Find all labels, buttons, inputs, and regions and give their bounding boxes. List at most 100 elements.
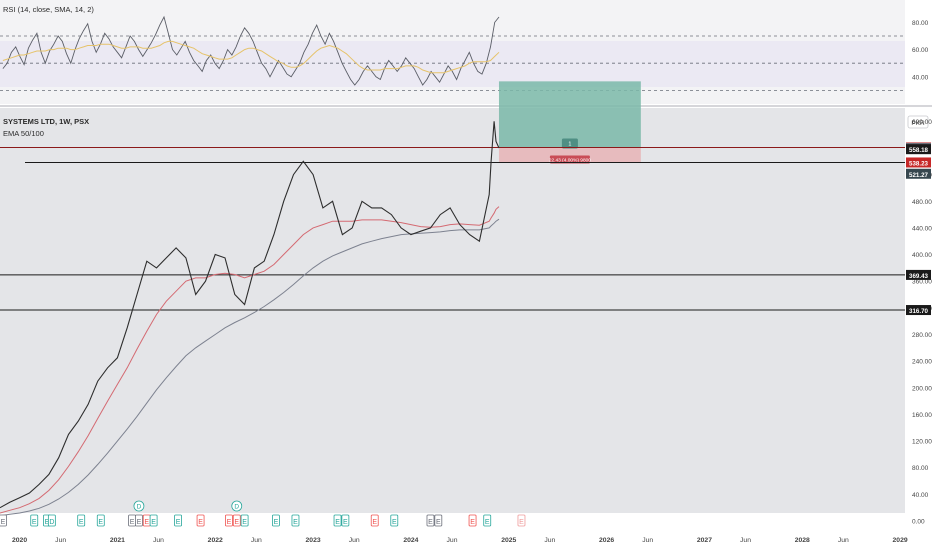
- earnings-marker-label: E: [176, 519, 181, 526]
- price-label-text: 369.43: [909, 273, 928, 280]
- earnings-marker[interactable]: [370, 514, 379, 527]
- earnings-marker[interactable]: [77, 514, 86, 527]
- price-tick-label: 80.00: [912, 465, 929, 472]
- earnings-marker-label: E: [485, 519, 490, 526]
- earnings-marker[interactable]: [517, 514, 526, 527]
- price-tick-label: 280.00: [912, 332, 932, 339]
- price-label-badge: [906, 305, 931, 316]
- time-axis-label: 2024: [403, 537, 418, 544]
- rsi-tick-label: 80.00: [912, 20, 929, 27]
- earnings-marker[interactable]: [47, 514, 56, 527]
- price-tick-label: 40.00: [912, 492, 929, 499]
- time-axis-label: 2027: [697, 537, 712, 544]
- position-stop-zone[interactable]: [498, 147, 641, 163]
- price-label-text: 521.27: [909, 172, 928, 179]
- time-axis-label: Jun: [153, 537, 164, 544]
- earnings-marker-label: E: [32, 519, 37, 526]
- price-line: [0, 121, 500, 509]
- earnings-marker-label: E: [293, 519, 298, 526]
- rsi-pane: RSI (14, close, SMA, 14, 2) 80.00 60.00 40…: [0, 0, 929, 104]
- earnings-marker[interactable]: [240, 514, 249, 527]
- position-stop-label: 22.43 (4.00%) 9800: [549, 157, 591, 163]
- earnings-marker[interactable]: [291, 514, 300, 527]
- earnings-marker-label: E: [1, 519, 6, 526]
- symbol-title: SYSTEMS LTD, 1W, PSX: [3, 117, 89, 126]
- time-axis-label: 2025: [501, 537, 516, 544]
- price-tick-label: 480.00: [912, 199, 932, 206]
- position-target-badge: [561, 138, 578, 149]
- price-tick-label: 200.00: [912, 385, 932, 392]
- time-axis-label: Jun: [740, 537, 751, 544]
- price-label-text: 558.18: [909, 147, 928, 154]
- earnings-marker[interactable]: [149, 514, 158, 527]
- earnings-marker-label: E: [372, 519, 377, 526]
- rsi-band: [0, 41, 905, 87]
- earnings-marker-label: E: [343, 519, 348, 526]
- dividend-marker[interactable]: [133, 500, 145, 512]
- earnings-marker-label: E: [130, 519, 135, 526]
- price-scale[interactable]: PKR 600.00520.00480.00440.00400.00360.00…: [905, 108, 932, 528]
- earnings-marker-label: E: [45, 519, 50, 526]
- time-axis[interactable]: 2020 Jun 2021 Jun 2022 Jun 2023 Jun 2024 Jun 2025 J…: [0, 530, 932, 550]
- price-tick-label: 240.00: [912, 359, 932, 366]
- earnings-marker[interactable]: [96, 514, 105, 527]
- dividend-marker[interactable]: [231, 500, 243, 512]
- earnings-marker-label: E: [428, 519, 433, 526]
- time-axis-label: 2021: [110, 537, 125, 544]
- currency-badge[interactable]: [907, 115, 929, 129]
- rsi-tick-label: 60.00: [912, 47, 929, 54]
- earnings-marker[interactable]: [30, 514, 39, 527]
- earnings-marker[interactable]: [225, 514, 233, 527]
- price-tick-label: 360.00: [912, 279, 932, 286]
- price-tick-label: 440.00: [912, 225, 932, 232]
- earnings-marker-label: E: [198, 519, 203, 526]
- dividend-marker-label: D: [137, 504, 142, 511]
- time-axis-label: Jun: [55, 537, 66, 544]
- earnings-marker-label: E: [335, 519, 340, 526]
- price-tick-label: 160.00: [912, 412, 932, 419]
- dividend-marker-label: D: [234, 504, 239, 511]
- position-stop-badge: [549, 155, 590, 164]
- earnings-marker[interactable]: [174, 514, 182, 527]
- time-axis-label: 2028: [795, 537, 810, 544]
- earnings-marker[interactable]: [135, 514, 143, 527]
- earnings-marker[interactable]: [390, 514, 399, 527]
- earnings-marker[interactable]: [196, 514, 205, 527]
- time-axis-label: Jun: [838, 537, 849, 544]
- earnings-marker[interactable]: [333, 514, 342, 527]
- earnings-marker-label: E: [274, 519, 279, 526]
- price-tick-label: 600.00: [912, 119, 932, 126]
- rsi-ma-line: [2, 40, 500, 74]
- earnings-marker[interactable]: [483, 514, 492, 527]
- earnings-marker[interactable]: [232, 514, 241, 527]
- price-label-badge: [906, 269, 931, 280]
- earnings-marker[interactable]: [468, 514, 477, 527]
- earnings-marker[interactable]: [272, 514, 280, 527]
- earnings-marker-label: E: [234, 519, 239, 526]
- position-target-zone[interactable]: [498, 81, 641, 148]
- time-axis-label: 2029: [893, 537, 908, 544]
- price-tick-label: 0.00: [912, 519, 925, 526]
- currency-label: PKR: [911, 120, 925, 127]
- time-axis-label: Jun: [544, 537, 555, 544]
- earnings-marker[interactable]: [434, 514, 443, 527]
- position-target-label: 1: [568, 141, 571, 147]
- earnings-marker-label: E: [151, 519, 156, 526]
- earnings-marker-label: E: [137, 519, 142, 526]
- price-label-badge: [906, 168, 931, 179]
- price-tick-label: 120.00: [912, 439, 932, 446]
- main-pane: 1 22.43 (4.00%) 9800 SYSTEMS LTD, 1W, PSX…: [0, 81, 905, 527]
- time-axis-background: [0, 530, 932, 550]
- time-axis-label: 2022: [208, 537, 223, 544]
- ema50-line: [0, 206, 500, 514]
- rsi-line: [2, 15, 500, 86]
- price-label-text: 316.70: [909, 308, 928, 315]
- earnings-marker-label: E: [519, 519, 524, 526]
- time-axis-label: Jun: [642, 537, 653, 544]
- earnings-marker-label: E: [79, 519, 84, 526]
- earnings-marker[interactable]: [341, 514, 350, 527]
- earnings-marker[interactable]: [426, 514, 435, 527]
- earnings-marker-label: E: [242, 519, 247, 526]
- earnings-marker[interactable]: [0, 514, 7, 527]
